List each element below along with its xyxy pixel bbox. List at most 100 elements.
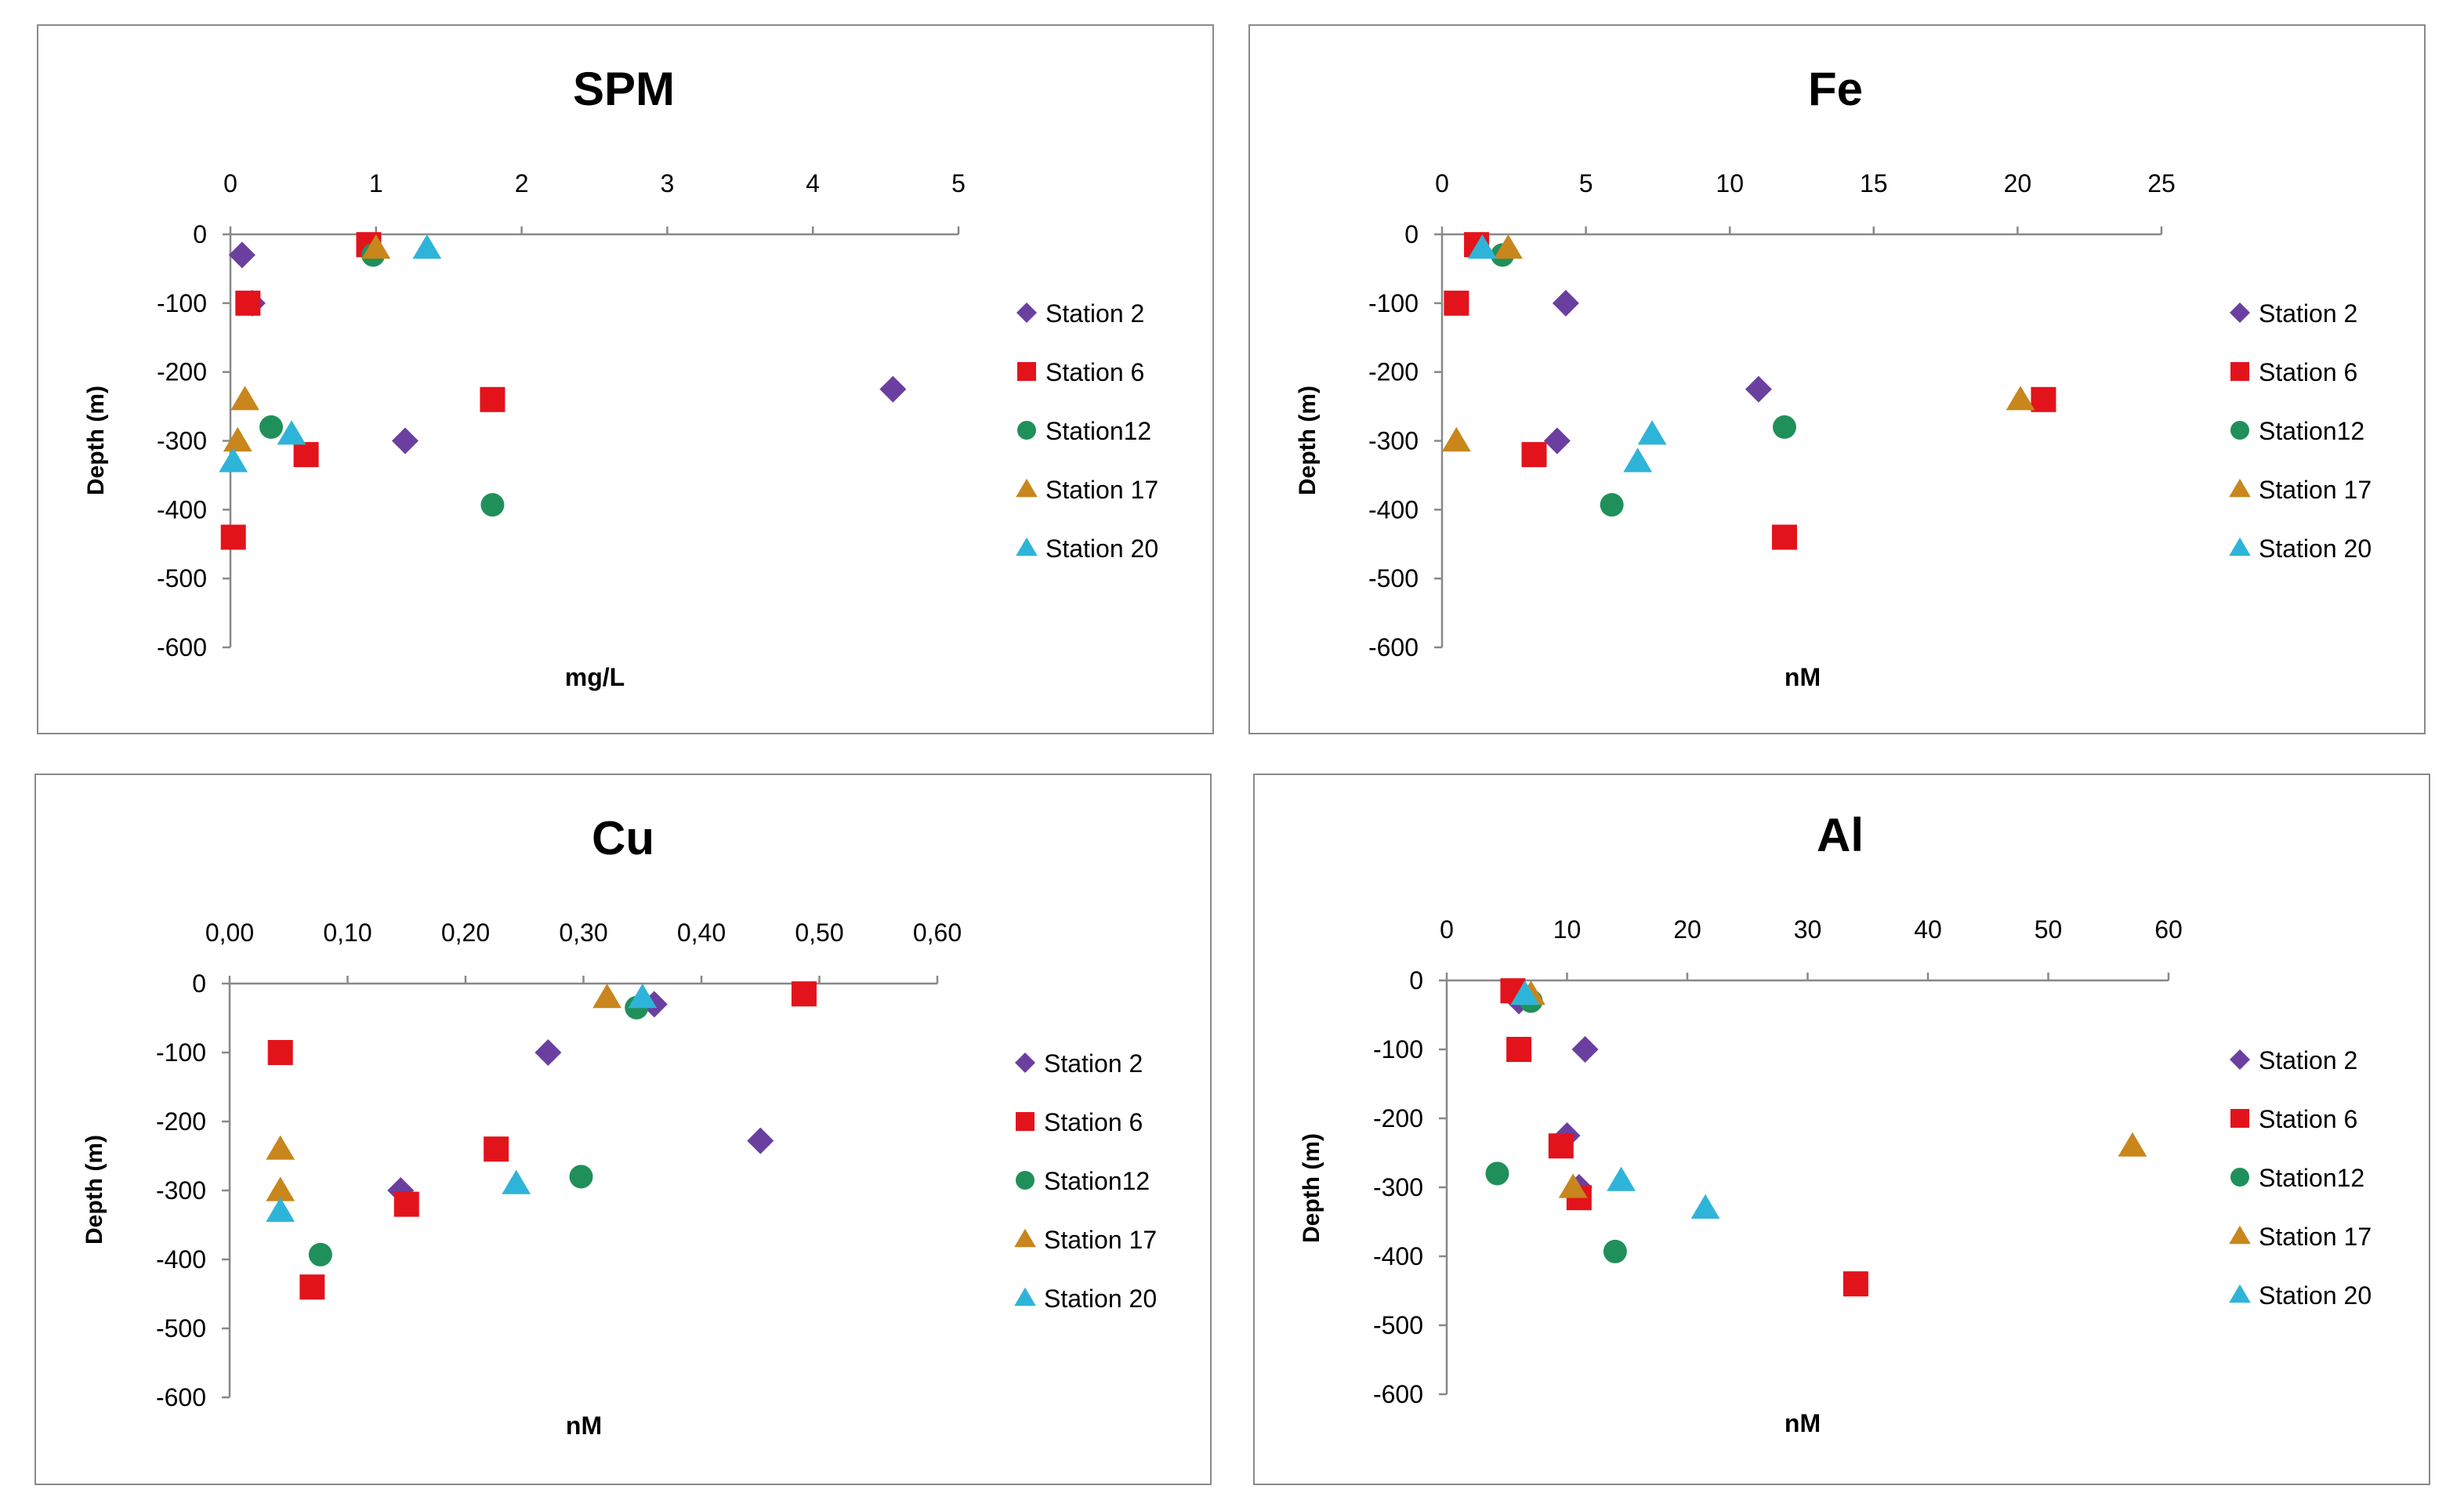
x-tick-label: 0,50 (795, 919, 843, 947)
legend-label: Station 6 (2259, 358, 2357, 386)
data-point-station20 (219, 448, 248, 473)
legend-marker (2230, 1168, 2249, 1187)
y-tick-label: -100 (157, 289, 207, 317)
data-point-station2 (1745, 375, 1772, 403)
data-point-station20 (1637, 420, 1667, 445)
x-tick-label: 0,10 (323, 919, 371, 947)
chart-panel-spm: SPM 0 1 2 3 4 5 0 -100 -200 -300 -400 -500 -600 Depth … (37, 24, 1214, 734)
data-point-station12 (1600, 493, 1624, 517)
data-point-station12 (480, 493, 505, 517)
data-point-station20 (502, 1169, 531, 1194)
y-tick-label: -300 (157, 427, 207, 455)
chart-frame (1253, 774, 2430, 1485)
y-tick-label: -200 (1368, 358, 1419, 386)
data-point-station20 (412, 234, 442, 259)
y-tick-label: -300 (1368, 427, 1419, 455)
data-point-station12 (569, 1165, 593, 1189)
y-tick-label: -100 (1368, 289, 1419, 317)
data-point-station6 (1444, 290, 1469, 316)
y-tick-label: 0 (1404, 220, 1419, 248)
chart-frame (37, 24, 1214, 734)
x-tick-label: 0,20 (441, 919, 490, 947)
legend-label: Station 6 (2259, 1105, 2357, 1133)
y-tick-label: -600 (156, 1383, 206, 1411)
legend-marker (1017, 362, 1036, 381)
x-tick-label: 0,30 (559, 919, 607, 947)
x-tick-label: 0,40 (677, 919, 726, 947)
y-tick-label: -400 (1373, 1242, 1423, 1270)
y-tick-label: -200 (1373, 1104, 1423, 1132)
legend-label: Station 2 (1044, 1049, 1143, 1078)
legend-marker (1016, 303, 1037, 323)
y-tick-label: 0 (193, 220, 207, 248)
data-point-station6 (220, 524, 246, 550)
x-tick-label: 3 (661, 169, 675, 197)
x-tick-label: 40 (1914, 915, 1942, 944)
data-point-station12 (1603, 1239, 1627, 1263)
x-tick-label: 0,60 (913, 919, 962, 947)
data-point-station6 (293, 442, 319, 468)
data-point-station6 (480, 386, 505, 412)
y-tick-label: -400 (156, 1245, 206, 1274)
data-point-station17 (1441, 426, 1471, 452)
data-point-station20 (266, 1197, 295, 1222)
data-point-station12 (1772, 415, 1796, 439)
x-tick-label: 50 (2035, 915, 2063, 944)
data-point-station6 (1843, 1271, 1868, 1297)
data-point-station17 (2006, 386, 2035, 411)
data-point-station2 (228, 241, 255, 269)
data-point-station20 (277, 420, 306, 445)
x-tick-label: 5 (1579, 169, 1593, 197)
data-point-station2 (1543, 427, 1571, 455)
legend-label: Station 20 (1044, 1285, 1157, 1313)
data-point-station17 (592, 984, 621, 1009)
data-point-station12 (308, 1242, 332, 1266)
x-tick-label: 60 (2154, 915, 2183, 944)
data-point-station20 (1690, 1194, 1720, 1219)
x-tick-label: 25 (2147, 169, 2176, 197)
y-tick-label: -600 (157, 633, 207, 661)
data-point-station6 (393, 1191, 419, 1217)
x-axis-title: nM (1785, 1409, 1821, 1437)
legend-label: Station 2 (1045, 299, 1144, 328)
legend-marker (2230, 1109, 2249, 1128)
chart-frame (1248, 24, 2426, 734)
chart-title: Cu (592, 812, 654, 864)
legend-marker (2229, 1284, 2251, 1303)
chart-title: Al (1817, 809, 1864, 861)
legend-label: Station 20 (2259, 1281, 2372, 1310)
legend-label: Station12 (2259, 1164, 2364, 1192)
x-tick-label: 15 (1860, 169, 1888, 197)
y-tick-label: -500 (156, 1314, 206, 1343)
legend-marker (1017, 421, 1036, 440)
data-point-station20 (628, 984, 658, 1009)
x-tick-label: 20 (1673, 915, 1701, 944)
y-axis-title: Depth (m) (1299, 1133, 1324, 1243)
data-point-station6 (1521, 442, 1547, 468)
legend-marker (1016, 1171, 1035, 1190)
legend-marker (1016, 478, 1038, 498)
legend-label: Station 17 (2259, 1223, 2372, 1251)
data-point-station6 (791, 981, 817, 1007)
x-axis-title: mg/L (565, 663, 625, 691)
y-tick-label: -500 (157, 564, 207, 592)
x-axis-title: nM (1785, 663, 1821, 691)
data-point-station2 (879, 375, 907, 403)
legend-label: Station 20 (2259, 534, 2372, 563)
data-point-station2 (1552, 289, 1579, 317)
data-point-station2 (391, 427, 419, 455)
legend-marker (2230, 421, 2249, 440)
y-tick-label: -300 (1373, 1173, 1423, 1201)
data-point-station6 (1548, 1133, 1574, 1159)
legend-marker (1016, 1112, 1035, 1131)
y-tick-label: -200 (156, 1107, 206, 1136)
legend-label: Station12 (2259, 417, 2364, 445)
y-tick-label: -500 (1368, 564, 1419, 592)
y-tick-label: -500 (1373, 1311, 1423, 1339)
chart-panel-cu: Cu 0,00 0,10 0,20 0,30 0,40 0,50 0,60 0 -100 -200 -… (34, 774, 1212, 1485)
legend-label: Station 17 (2259, 476, 2372, 504)
data-point-station2 (747, 1127, 774, 1154)
x-tick-label: 0 (223, 169, 237, 197)
x-tick-label: 0 (1435, 169, 1449, 197)
